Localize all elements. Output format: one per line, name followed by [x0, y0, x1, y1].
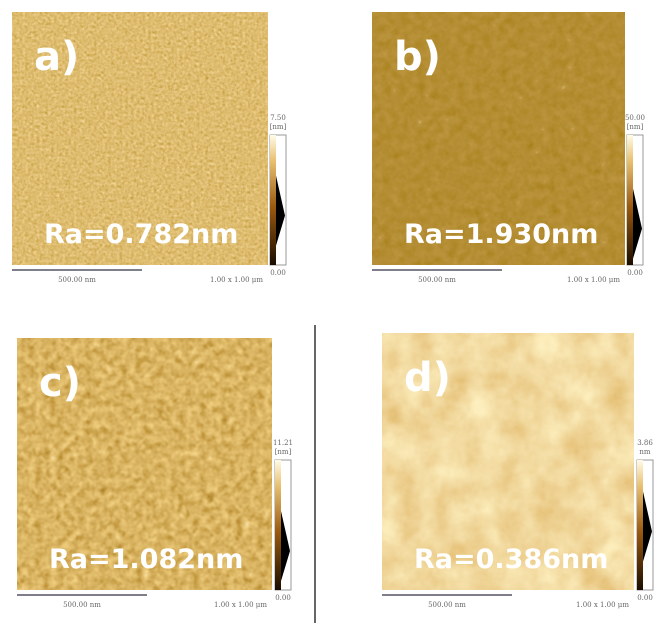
figure: a)Ra=0.782nm500.00 nm1.00 x 1.00 μm7.50[…	[0, 0, 672, 623]
scan-size: 1.00 x 1.00 μm	[210, 276, 263, 284]
colorbar	[627, 135, 633, 265]
scale-bar-label: 500.00 nm	[58, 276, 96, 284]
scan-size: 1.00 x 1.00 μm	[567, 276, 620, 284]
colorbar-unit: [nm]	[275, 448, 292, 456]
colorbar-max: 11.21	[273, 439, 293, 447]
colorbar-min: 0.00	[637, 594, 653, 602]
colorbar-min: 0.00	[627, 269, 643, 277]
roughness: Ra=1.930nm	[404, 219, 598, 250]
colorbar-max: 3.86	[637, 439, 653, 447]
colorbar-min: 0.00	[270, 269, 286, 277]
scale-bar-label: 500.00 nm	[418, 276, 456, 284]
roughness: Ra=0.782nm	[44, 219, 238, 250]
scan-size: 1.00 x 1.00 μm	[214, 601, 267, 609]
roughness: Ra=0.386nm	[414, 544, 608, 575]
colorbar-unit: [nm]	[627, 123, 644, 131]
panel-label: a)	[34, 34, 79, 80]
colorbar	[275, 460, 281, 590]
roughness: Ra=1.082nm	[49, 544, 243, 575]
scale-bar-label: 500.00 nm	[428, 601, 466, 609]
panel-label: c)	[39, 360, 81, 406]
scan-size: 1.00 x 1.00 μm	[576, 601, 629, 609]
panel-label: b)	[394, 34, 441, 80]
colorbar	[270, 135, 276, 265]
scale-bar-label: 500.00 nm	[63, 601, 101, 609]
colorbar-unit: nm	[639, 448, 651, 456]
colorbar	[637, 460, 643, 590]
colorbar-max: 50.00	[625, 114, 645, 122]
colorbar-max: 7.50	[270, 114, 286, 122]
colorbar-unit: [nm]	[270, 123, 287, 131]
colorbar-min: 0.00	[275, 594, 291, 602]
panel-label: d)	[404, 355, 451, 401]
